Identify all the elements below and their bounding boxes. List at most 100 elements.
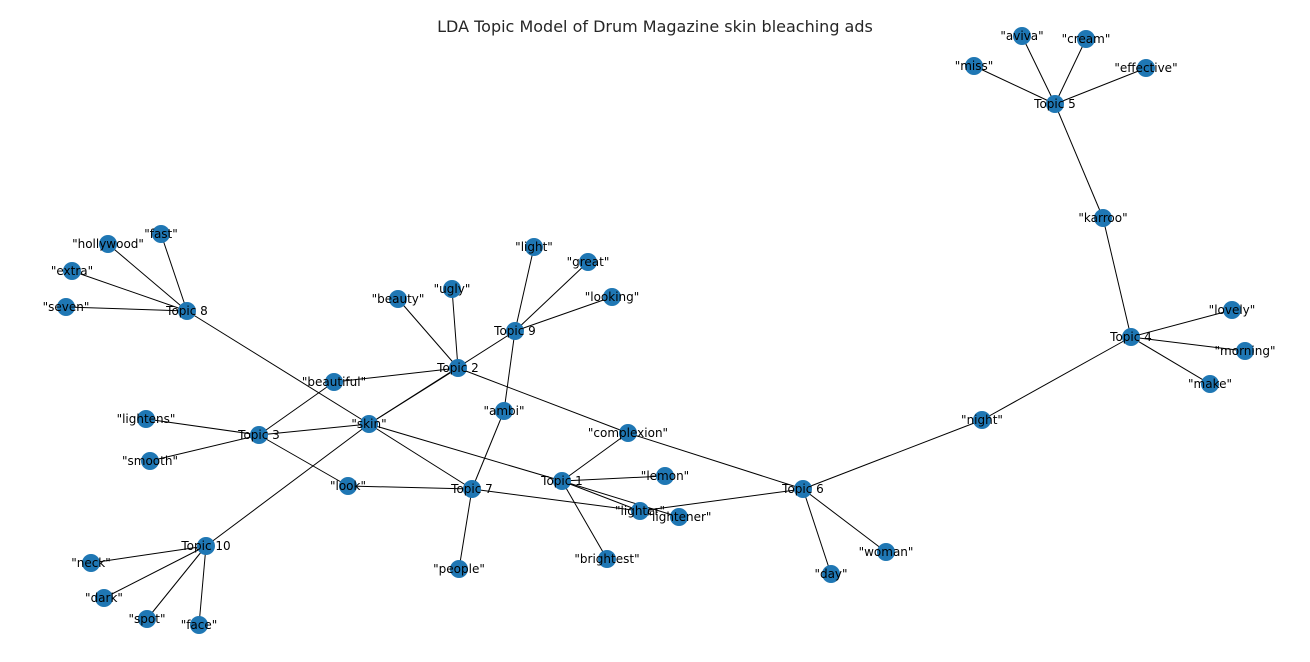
edge-t4-lovely: [1130, 309, 1233, 338]
node-people: [450, 560, 468, 578]
node-label-lemon: "lemon": [641, 469, 689, 483]
node-label-lightens: "lightens": [117, 412, 176, 426]
edge-t5-karroo: [1054, 103, 1104, 219]
edge-t6-complexion: [627, 432, 804, 490]
node-cream: [1077, 30, 1095, 48]
node-miss: [965, 57, 983, 75]
node-label-great: "great": [567, 255, 610, 269]
edge-t3-skin: [258, 423, 370, 436]
edge-t3-look: [258, 434, 349, 487]
node-t4: [1122, 328, 1140, 346]
edge-t2-skin: [368, 367, 459, 425]
edge-t2-beauty: [397, 298, 459, 369]
edge-t6-lighter: [639, 488, 804, 512]
node-label-t6: Topic 6: [781, 482, 824, 496]
node-label-t8: Topic 8: [165, 304, 208, 318]
node-label-t1: Topic 1: [540, 474, 583, 488]
edge-t8-skin: [186, 310, 370, 425]
edge-t1-lighter: [561, 480, 641, 512]
node-morning: [1236, 342, 1254, 360]
node-label-effective: "effective": [1114, 61, 1177, 75]
node-label-night: "night": [961, 413, 1003, 427]
diagram-title: LDA Topic Model of Drum Magazine skin bl…: [437, 17, 873, 36]
edge-t2-ugly: [451, 288, 459, 369]
node-t3: [250, 426, 268, 444]
node-aviva: [1013, 27, 1031, 45]
node-extra: [63, 262, 81, 280]
node-t8: [178, 302, 196, 320]
node-lightens: [137, 410, 155, 428]
edge-t8-extra: [71, 270, 188, 312]
node-label-lighter: "lighter": [615, 504, 665, 518]
edge-t8-fast: [160, 233, 188, 312]
node-neck: [82, 554, 100, 572]
edge-t1-lightener: [561, 480, 680, 518]
node-label-t9: Topic 9: [493, 324, 536, 338]
label-layer: Topic 1 Topic 2 Topic 3 Topic 4 Topic 5 Topic…: [43, 29, 1276, 632]
node-ambi: [495, 402, 513, 420]
edge-t2-complexion: [457, 367, 629, 434]
edge-t3-smooth: [149, 434, 260, 462]
node-looking: [603, 288, 621, 306]
node-label-complexion: "complexion": [588, 426, 668, 440]
node-brightest: [598, 550, 616, 568]
edge-karroo-t4: [1102, 217, 1132, 338]
edge-t4-morning: [1130, 336, 1246, 352]
node-layer: [57, 27, 1254, 634]
node-fast: [152, 225, 170, 243]
edge-t4-night: [981, 336, 1132, 421]
node-complexion: [619, 424, 637, 442]
node-label-beautiful: "beautiful": [302, 375, 366, 389]
edge-t5-cream: [1054, 38, 1087, 105]
node-lightener: [670, 508, 688, 526]
node-label-morning: "morning": [1215, 344, 1276, 358]
node-effective: [1137, 59, 1155, 77]
node-label-karroo: "karroo": [1078, 211, 1127, 225]
node-great: [579, 253, 597, 271]
node-label-beauty: "beauty": [372, 292, 425, 306]
edge-t9-light: [514, 246, 535, 332]
edge-t8-seven: [65, 306, 188, 312]
node-label-light: "light": [515, 240, 553, 254]
edge-t6-day: [802, 488, 832, 575]
node-label-t10: Topic 10: [180, 539, 230, 553]
edge-t10-neck: [90, 545, 207, 564]
edge-t3-lightens: [145, 418, 260, 436]
edge-t1-lemon: [561, 475, 666, 482]
node-label-brightest: "brightest": [574, 552, 639, 566]
node-label-make: "make": [1188, 377, 1232, 391]
node-label-fast: "fast": [144, 227, 178, 241]
edge-night-t6: [802, 419, 983, 490]
node-label-aviva: "aviva": [1000, 29, 1043, 43]
edge-t5-miss: [973, 65, 1056, 105]
node-t2: [449, 359, 467, 377]
node-label-t7: Topic 7: [450, 482, 493, 496]
node-beautiful: [325, 373, 343, 391]
node-label-miss: "miss": [955, 59, 994, 73]
node-label-cream: "cream": [1062, 32, 1111, 46]
node-label-t4: Topic 4: [1109, 330, 1152, 344]
node-label-ugly: "ugly": [434, 282, 471, 296]
edge-t9-great: [514, 261, 589, 332]
edge-t9-ambi: [503, 330, 516, 412]
node-t5: [1046, 95, 1064, 113]
edge-t7-ambi: [471, 410, 505, 490]
node-label-lightener: "lightener": [647, 510, 712, 524]
node-label-seven: "seven": [43, 300, 90, 314]
edge-t10-face: [198, 545, 207, 626]
node-label-smooth: "smooth": [122, 454, 178, 468]
node-label-look: "look": [330, 479, 366, 493]
edge-t7-people: [458, 488, 473, 570]
node-lemon: [656, 467, 674, 485]
node-label-face: "face": [181, 618, 218, 632]
node-smooth: [141, 452, 159, 470]
node-label-t5: Topic 5: [1033, 97, 1076, 111]
edge-t7-lighter: [471, 488, 641, 512]
node-skin: [360, 415, 378, 433]
edge-t5-aviva: [1021, 35, 1056, 105]
edge-t8-hollywood: [107, 243, 188, 312]
node-hollywood: [99, 235, 117, 253]
node-label-lovely: "lovely": [1209, 303, 1256, 317]
node-label-woman: "woman": [859, 545, 914, 559]
node-look: [339, 477, 357, 495]
